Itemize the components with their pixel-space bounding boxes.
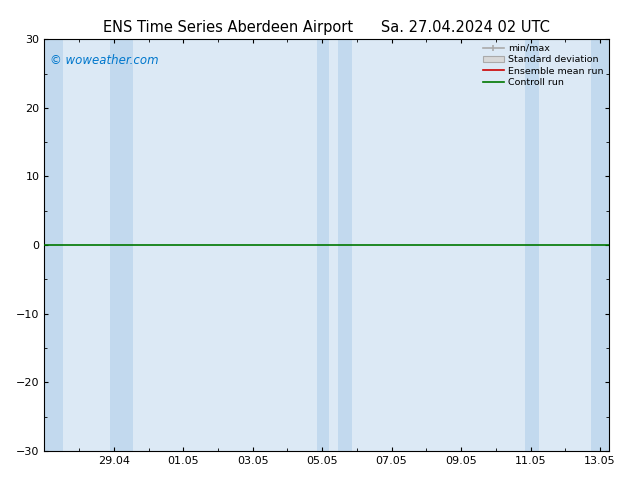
Bar <box>44 39 63 451</box>
Bar <box>317 39 329 451</box>
Legend: min/max, Standard deviation, Ensemble mean run, Controll run: min/max, Standard deviation, Ensemble me… <box>480 41 607 90</box>
Text: © woweather.com: © woweather.com <box>50 53 158 67</box>
Bar <box>526 39 539 451</box>
Title: ENS Time Series Aberdeen Airport      Sa. 27.04.2024 02 UTC: ENS Time Series Aberdeen Airport Sa. 27.… <box>103 20 550 35</box>
Bar <box>592 39 609 451</box>
Bar <box>338 39 352 451</box>
Bar <box>110 39 133 451</box>
